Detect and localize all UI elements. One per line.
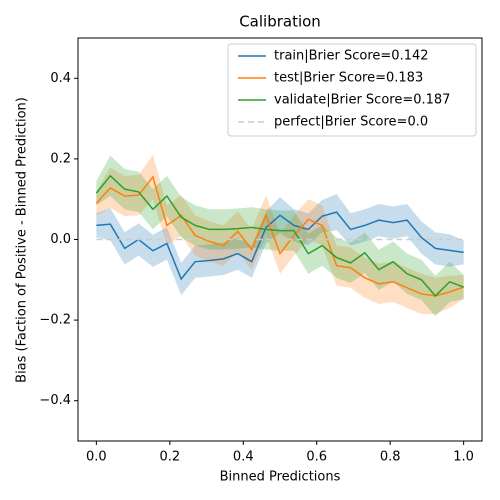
y-tick-label: 0.0 — [50, 232, 71, 247]
confidence-band — [96, 154, 464, 315]
legend-label: train|Brier Score=0.142 — [274, 49, 429, 64]
legend-label: test|Brier Score=0.183 — [274, 71, 423, 86]
series-line — [95, 175, 464, 297]
legend-label: validate|Brier Score=0.187 — [274, 93, 450, 108]
x-tick-label: 0.4 — [233, 450, 254, 465]
x-tick-label: 0.6 — [306, 450, 327, 465]
y-axis-label: Bias (Faction of Positive - Binned Predi… — [15, 97, 30, 383]
x-axis-label: Binned Predictions — [220, 470, 341, 485]
y-tick-label: −0.4 — [39, 393, 71, 408]
legend-box — [227, 43, 477, 137]
series-line — [96, 211, 464, 281]
x-tick-label: 0.8 — [380, 450, 401, 465]
y-tick-label: −0.2 — [39, 313, 71, 328]
x-tick-label: 0.2 — [159, 450, 180, 465]
chart-title: Calibration — [239, 13, 321, 31]
x-tick-label: 1.0 — [453, 450, 474, 465]
legend-label: perfect|Brier Score=0.0 — [274, 115, 428, 130]
x-tick-label: 0.0 — [86, 450, 107, 465]
y-tick-label: 0.4 — [50, 71, 71, 86]
plot-frame — [77, 37, 483, 442]
series-line — [95, 174, 464, 298]
y-tick-label: 0.2 — [50, 151, 71, 166]
confidence-band — [96, 155, 464, 317]
